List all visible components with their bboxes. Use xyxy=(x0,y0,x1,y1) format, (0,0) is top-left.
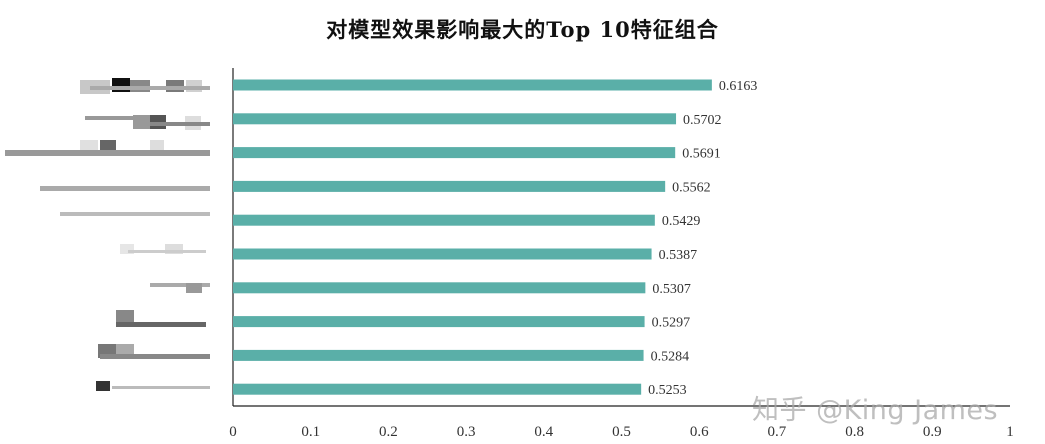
chart-data-labels: 0.6163 0.5702 0.5691 0.5562 0.5429 0.5387 0.53… xyxy=(648,79,757,398)
redacted-block xyxy=(60,212,210,216)
redacted-block xyxy=(112,386,210,389)
bar xyxy=(233,383,642,395)
x-tick-label: 0.7 xyxy=(768,424,787,440)
x-tick-label: 0.3 xyxy=(457,424,476,440)
redacted-block xyxy=(120,244,134,254)
data-label: 0.5307 xyxy=(652,282,691,297)
bar xyxy=(233,349,644,361)
bar xyxy=(233,214,655,226)
bar xyxy=(233,147,676,159)
data-label: 0.5429 xyxy=(662,214,701,229)
redacted-block xyxy=(116,322,206,327)
data-label: 0.5702 xyxy=(683,113,722,128)
redacted-block xyxy=(186,283,202,293)
bar xyxy=(233,248,652,260)
chart-bars xyxy=(233,79,712,395)
bar xyxy=(233,79,712,91)
data-label: 0.5297 xyxy=(652,316,691,331)
redacted-block xyxy=(100,354,210,359)
bar xyxy=(233,180,666,192)
redacted-block xyxy=(96,381,110,391)
bar xyxy=(233,282,646,294)
redacted-block xyxy=(150,283,210,287)
data-label: 0.5284 xyxy=(651,349,690,364)
x-tick-label: 0.4 xyxy=(534,424,553,440)
redacted-block xyxy=(165,244,183,254)
redacted-block xyxy=(128,250,206,253)
redacted-block xyxy=(150,122,210,126)
x-tick-label: 1 xyxy=(1006,424,1014,440)
redacted-block xyxy=(150,140,164,150)
redacted-block xyxy=(40,186,210,191)
chart-x-tick-labels: 0 0.1 0.2 0.3 0.4 0.5 0.6 0.7 0.8 0.9 1 xyxy=(229,424,1014,440)
x-tick-label: 0.1 xyxy=(301,424,320,440)
watermark: 知乎 @King James xyxy=(752,395,999,426)
bar xyxy=(233,316,645,328)
data-label: 0.5562 xyxy=(672,180,711,195)
data-label: 0.6163 xyxy=(719,79,758,94)
redacted-block xyxy=(90,86,210,90)
redacted-block xyxy=(85,116,145,120)
data-label: 0.5387 xyxy=(659,248,698,263)
x-tick-label: 0.5 xyxy=(612,424,631,440)
x-tick-label: 0.2 xyxy=(379,424,398,440)
chart-title: 对模型效果影响最大的Top 10特征组合 xyxy=(326,17,719,42)
data-label: 0.5691 xyxy=(682,147,721,162)
x-tick-label: 0 xyxy=(229,424,237,440)
bar xyxy=(233,113,677,125)
redacted-block xyxy=(116,310,134,324)
redacted-block xyxy=(133,115,151,129)
chart-axes xyxy=(232,68,1010,407)
redacted-block xyxy=(100,140,116,150)
redacted-block xyxy=(80,140,98,150)
redacted-block xyxy=(116,344,134,356)
x-tick-label: 0.6 xyxy=(690,424,709,440)
x-tick-label: 0.8 xyxy=(845,424,864,440)
redacted-block xyxy=(5,150,210,156)
data-label: 0.5253 xyxy=(648,383,687,398)
x-tick-label: 0.9 xyxy=(923,424,942,440)
